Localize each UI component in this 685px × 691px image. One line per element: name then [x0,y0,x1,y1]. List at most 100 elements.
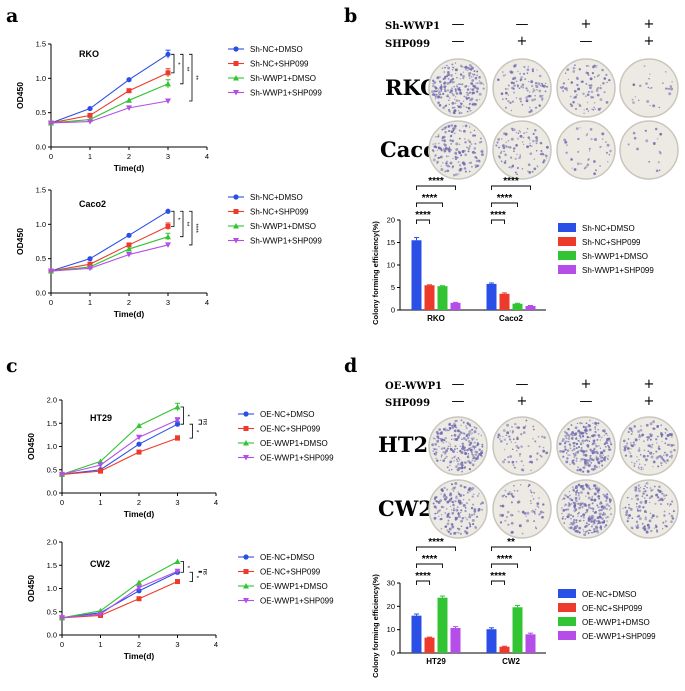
colony-dot [542,503,545,506]
colony-dot [471,438,474,441]
colony-dot [450,134,453,137]
colony-dot [588,486,591,489]
colony-dot [583,519,585,522]
colony-dot [446,82,450,85]
colony-dot [473,147,477,150]
colony-dot [669,450,673,454]
colony-dot [452,509,455,512]
colony-dot [528,91,531,93]
colony-plate [492,120,552,180]
colony-dot [636,494,639,497]
bracket-line [416,202,443,207]
colony-dot [526,127,529,130]
colony-dot [671,517,675,520]
colony-dot [521,83,525,87]
colony-dot [432,143,434,145]
colony-dot [588,440,591,443]
significance-bracket: **** [415,571,431,585]
colony-dot [439,80,442,84]
data-point [165,208,171,214]
colony-dot [437,515,440,518]
colony-dot [474,152,477,154]
x-axis-label: Time(d) [114,163,145,173]
series-line [61,423,178,475]
colony-dot [432,502,435,505]
colony-dot [458,460,460,462]
colony-dot [481,445,484,448]
colony-dot [451,106,454,109]
colony-dot [574,426,578,430]
colony-dot [504,132,508,136]
y-tick-label: 0.0 [36,289,46,298]
colony-dot [511,514,514,516]
colony-dot [532,425,535,428]
colony-dot [649,73,651,75]
bracket-line [491,563,518,568]
caco2-growth-chart: 0 1 2 3 40.00.51.01.5Time(d)OD450Caco2Sh-NC+… [15,186,322,320]
colony-dot [645,481,649,485]
colony-dot [464,509,467,513]
colony-dot [467,423,469,425]
panel-d-sign: — [452,394,465,409]
colony-dot [470,433,472,435]
colony-dot [539,141,543,145]
colony-dot [481,450,483,452]
colony-dot [451,90,453,92]
colony-dot [533,98,536,101]
significance-bracket: **** [415,210,431,224]
colony-dot [661,440,663,443]
colony-dot [606,439,609,442]
colony-dot [606,520,608,522]
colony-dot [457,512,460,515]
colony-dot [445,90,447,92]
plate-dish [619,120,679,180]
colony-dot [571,486,574,488]
colony-dot [605,101,609,104]
colony-dot [598,466,600,468]
colony-dot [561,450,565,453]
colony-dot [650,529,653,533]
colony-dot [666,503,669,505]
colony-dot [656,425,660,429]
colony-dot [451,511,455,515]
colony-dot [605,432,608,435]
colony-dot [508,166,510,169]
colony-dot [474,155,477,159]
colony-dot [588,529,591,532]
colony-dot [502,435,504,438]
colony-dot [587,462,589,465]
colony-dot [655,438,658,441]
colony-dot [446,64,448,67]
colony-dot [596,93,600,97]
colony-dot [662,493,664,495]
colony-dot [535,150,538,152]
colony-dot [443,66,446,69]
colony-dot [592,521,596,525]
colony-dot [508,435,511,438]
colony-dot [433,81,436,84]
colony-dot [577,512,579,515]
colony-dot [526,145,529,149]
colony-dot [432,448,435,450]
colony-dot [505,141,507,143]
colony-dot [539,84,542,87]
colony-dot [536,69,538,71]
colony-dot [590,462,593,464]
colony-dot [631,517,634,520]
colony-dot [511,530,514,534]
colony-dot [511,460,515,464]
data-point [165,233,171,240]
colony-dot [472,445,475,448]
colony-dot [530,95,532,97]
colony-dot [576,162,580,166]
colony-dot [597,487,601,491]
colony-dot [644,497,646,499]
colony-dot [591,458,594,460]
colony-dot [629,454,633,458]
colony-dot [574,64,576,67]
colony-dot [607,516,609,518]
colony-dot [593,172,596,176]
colony-dot [596,438,599,441]
panel-d-plates [428,416,679,539]
colony-dot [513,64,516,68]
